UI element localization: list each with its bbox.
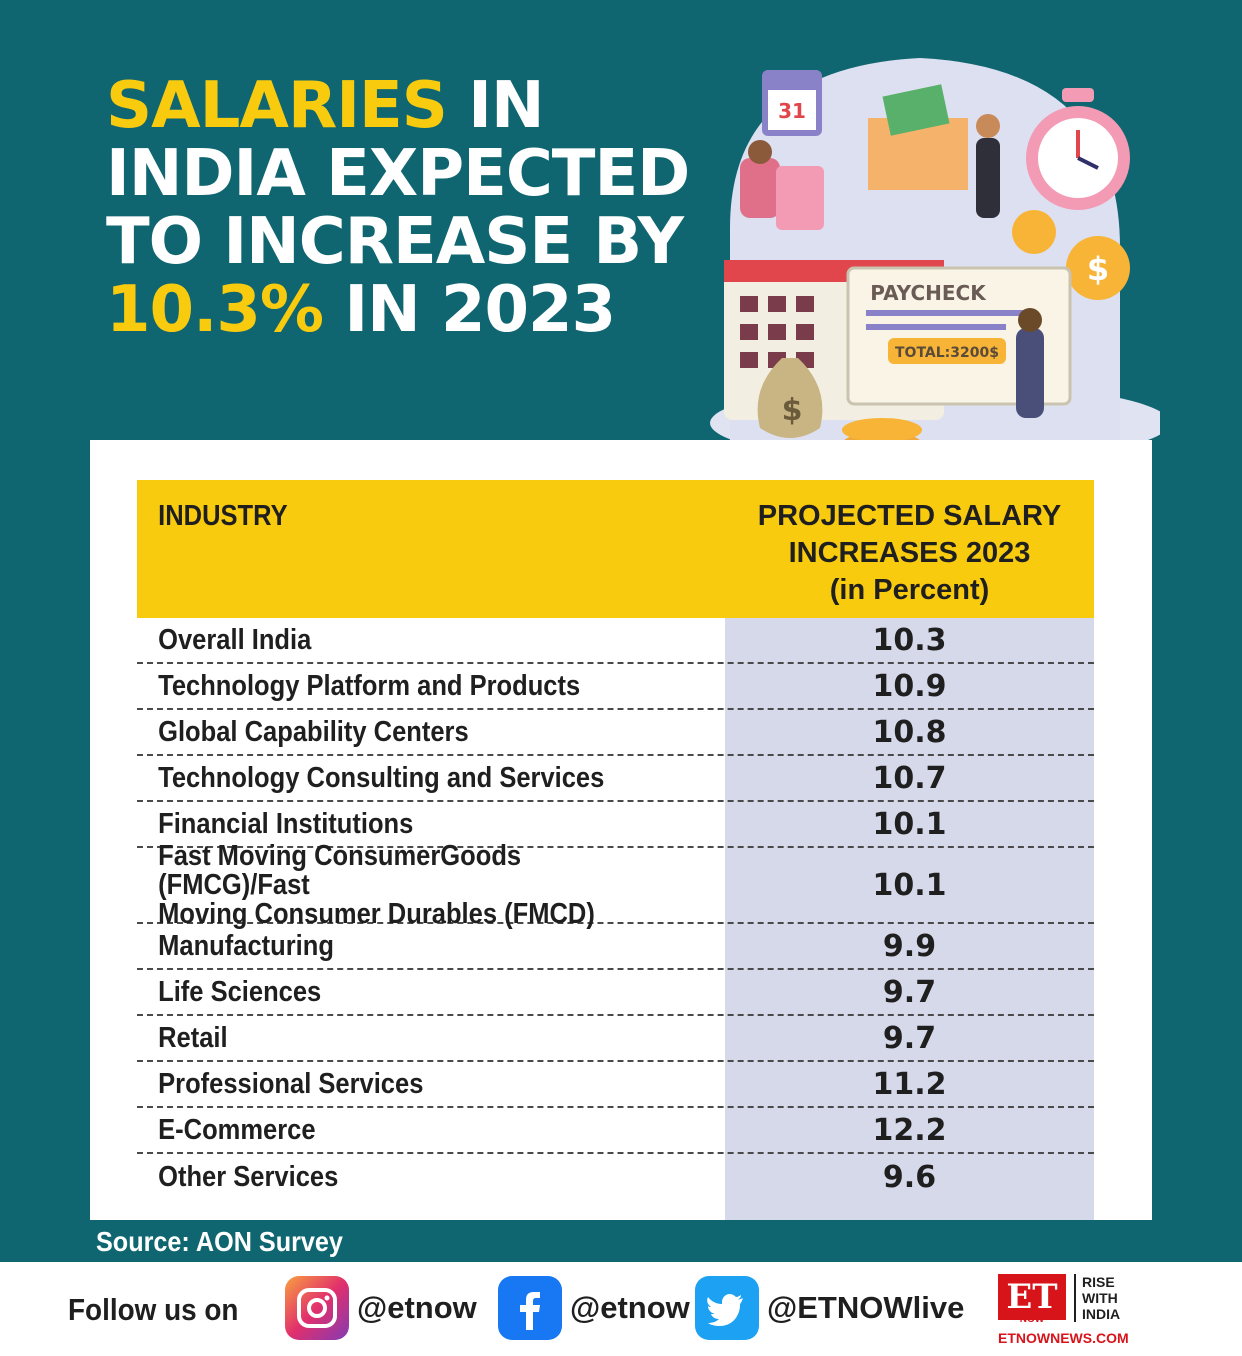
table-row: Overall India 10.3	[137, 618, 1094, 664]
table-header: INDUSTRY PROJECTED SALARY INCREASES 2023…	[137, 480, 1094, 618]
industry-name: Overall India	[158, 623, 312, 656]
salary-increase-value: 10.9	[872, 668, 947, 704]
salary-increase-value: 11.2	[872, 1066, 947, 1102]
money-bag-icon	[757, 358, 823, 438]
footer: Follow us on @etnow @etnow @ETNOWlive ET…	[0, 1262, 1242, 1356]
headline-text-year: IN 2023	[323, 273, 616, 347]
paycheck-total: TOTAL:3200$	[895, 345, 999, 361]
headline-highlight-percent: 10.3%	[106, 273, 324, 347]
headline: SALARIES IN INDIA EXPECTED TO INCREASE B…	[106, 72, 706, 344]
industry-name: Technology Consulting and Services	[158, 761, 605, 794]
logo-website: ETNOWNEWS.COM	[998, 1330, 1129, 1346]
table-row: Manufacturing 9.9	[137, 924, 1094, 970]
svg-text:$: $	[782, 393, 803, 428]
table-row: Life Sciences 9.7	[137, 970, 1094, 1016]
value-column-background	[725, 618, 1094, 1220]
table-row: Fast Moving ConsumerGoods (FMCG)/Fast Mo…	[137, 841, 1094, 928]
facebook-handle: @etnow	[570, 1290, 690, 1325]
salary-increase-value: 9.6	[882, 1159, 937, 1195]
salary-increase-value: 9.7	[882, 974, 937, 1010]
header-industry: INDUSTRY	[158, 500, 288, 532]
instagram-icon	[285, 1276, 349, 1340]
table-row: Other Services 9.6	[137, 1154, 1094, 1200]
salary-illustration: 31 $ PAYCHECK TOTAL:3200$ $	[710, 58, 1160, 468]
table-row: Retail 9.7	[137, 1016, 1094, 1062]
twitter-link[interactable]: @ETNOWlive	[695, 1276, 964, 1340]
facebook-link[interactable]: @etnow	[498, 1276, 690, 1340]
industry-name: Technology Platform and Products	[158, 669, 581, 702]
industry-name: Retail	[158, 1021, 228, 1054]
twitter-icon	[695, 1276, 759, 1340]
table-row: Professional Services 11.2	[137, 1062, 1094, 1108]
industry-name: Manufacturing	[158, 929, 334, 962]
paycheck-label: PAYCHECK	[870, 281, 987, 305]
coin-icon	[1012, 210, 1056, 254]
industry-name: Global Capability Centers	[158, 715, 469, 748]
salary-increase-value: 9.9	[882, 928, 937, 964]
industry-name: Professional Services	[158, 1067, 424, 1100]
logo-tagline: RISE WITH INDIA	[1074, 1274, 1120, 1322]
facebook-icon	[498, 1276, 562, 1340]
table-row: Financial Institutions 10.1	[137, 802, 1094, 848]
table-body: Overall India 10.3 Technology Platform and…	[137, 618, 1094, 1200]
industry-name: Financial Institutions	[158, 807, 414, 840]
person-icon-standing	[976, 138, 1000, 218]
salary-increase-value: 10.8	[872, 714, 947, 750]
salary-increase-value: 10.1	[872, 867, 947, 903]
table-card: INDUSTRY PROJECTED SALARY INCREASES 2023…	[90, 440, 1152, 1220]
coin-icon-large	[1066, 236, 1130, 300]
instagram-handle: @etnow	[357, 1290, 477, 1325]
table-row: Technology Consulting and Services 10.7	[137, 756, 1094, 802]
logo-now: NOW	[1019, 1314, 1045, 1325]
source-note: Source: AON Survey	[96, 1226, 343, 1257]
salary-increase-value: 10.7	[872, 760, 947, 796]
follow-label: Follow us on	[68, 1292, 239, 1327]
table-row: Global Capability Centers 10.8	[137, 710, 1094, 756]
salary-increase-value: 9.7	[882, 1020, 937, 1056]
salary-increase-value: 10.1	[872, 806, 947, 842]
person-icon	[740, 158, 780, 218]
calendar-day: 31	[778, 99, 806, 123]
etnow-logo: ET NOW RISE WITH INDIA ETNOWNEWS.COM	[998, 1274, 1138, 1348]
twitter-handle: @ETNOWlive	[767, 1290, 965, 1325]
header-projected-increase: PROJECTED SALARY INCREASES 2023 (in Perc…	[757, 500, 1062, 606]
instagram-link[interactable]: @etnow	[285, 1276, 477, 1340]
person-icon-kneeling	[1016, 328, 1044, 418]
industry-name: Other Services	[158, 1160, 339, 1193]
salary-increase-value: 10.3	[872, 622, 947, 658]
calculator-icon	[776, 166, 824, 230]
headline-text: IN INDIA EXPECTED TO INCREASE BY	[106, 69, 690, 279]
industry-name: Life Sciences	[158, 975, 322, 1008]
table-row: Technology Platform and Products 10.9	[137, 664, 1094, 710]
table-row: E-Commerce 12.2	[137, 1108, 1094, 1154]
industry-name: E-Commerce	[158, 1113, 316, 1146]
paycheck-card	[846, 266, 1072, 406]
headline-highlight-salaries: SALARIES	[106, 69, 448, 143]
logo-et: ET	[998, 1274, 1066, 1320]
salary-increase-value: 12.2	[872, 1112, 947, 1148]
svg-text:$: $	[1087, 250, 1109, 288]
industry-name: Fast Moving ConsumerGoods (FMCG)/Fast Mo…	[158, 839, 595, 930]
